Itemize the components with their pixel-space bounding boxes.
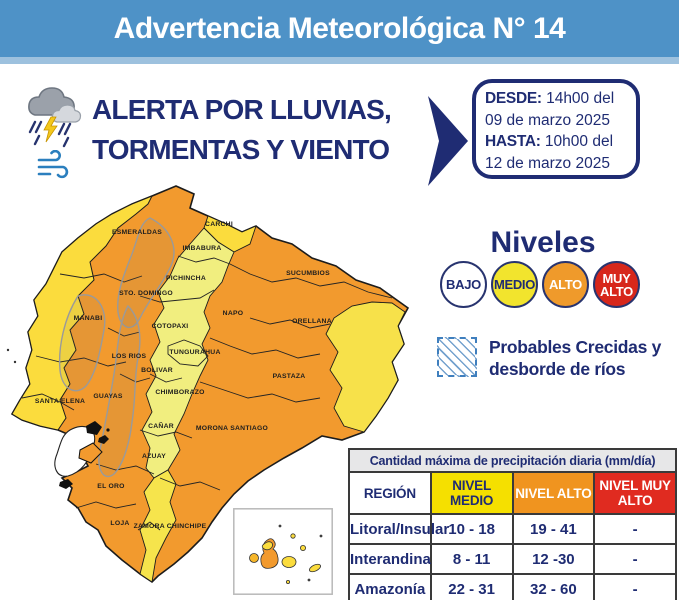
level-badge-medio: MEDIO bbox=[491, 261, 538, 308]
cell-interandina-alto: 12 -30 bbox=[511, 543, 596, 575]
table-row-interandina: Interandina 8 - 11 12 -30- bbox=[348, 543, 677, 575]
galapagos-islands bbox=[249, 524, 323, 585]
table-row-amazon-a: Amazonía 22 - 31 32 - 60- bbox=[348, 573, 677, 600]
column-header-nivel-alto: NIVEL ALTO bbox=[511, 471, 596, 515]
flood-hatch-swatch bbox=[437, 337, 477, 377]
province-label-orellana: ORELLANA bbox=[292, 318, 332, 325]
validity-desde: DESDE: 14h00 del 09 de marzo 2025 bbox=[485, 88, 627, 131]
province-labels: ESMERALDAS CARCHI IMBABURA PICHINCHA STO. DO… bbox=[35, 221, 332, 530]
levels-row: BAJO MEDIO ALTO MUY ALTO bbox=[440, 261, 640, 308]
province-label-cotopaxi: COTOPAXI bbox=[152, 323, 189, 330]
alert-headline-line1: ALERTA POR LLUVIAS, bbox=[92, 94, 392, 125]
map-zamora-yellow bbox=[139, 469, 177, 583]
province-label-el-oro: EL ORO bbox=[97, 483, 124, 490]
province-label-azuay: AZUAY bbox=[142, 453, 166, 460]
rain-lines bbox=[28, 120, 72, 148]
province-label-morona-santiago: MORONA SANTIAGO bbox=[196, 425, 268, 432]
province-label-esmeraldas: ESMERALDAS bbox=[112, 229, 162, 236]
province-label-napo: NAPO bbox=[223, 310, 244, 317]
province-label-sto-domingo: STO. DOMINGO bbox=[119, 290, 173, 297]
table-row-litoral-insular: Litoral/Insular 10 - 18 19 - 41- bbox=[348, 513, 677, 545]
offshore-dots bbox=[6, 348, 17, 364]
cell-amazon-a-alto: 32 - 60 bbox=[511, 573, 596, 600]
cell-litoral-insular-muy-alto: - bbox=[593, 513, 677, 545]
level-badge-alto: ALTO bbox=[542, 261, 589, 308]
level-badge-muy-alto: MUY ALTO bbox=[593, 261, 640, 308]
province-label-manabi: MANABI bbox=[74, 315, 103, 322]
desde-label: DESDE: bbox=[485, 90, 542, 107]
flood-label: Probables Crecidas y desborde de ríos bbox=[489, 337, 661, 379]
map-east-yellow bbox=[325, 301, 406, 433]
province-label-bolivar: BOLIVAR bbox=[141, 367, 173, 374]
galapagos-inset bbox=[233, 508, 333, 595]
table-body: Litoral/Insular 10 - 18 19 - 41- Interandin… bbox=[348, 513, 677, 600]
alert-headline-line2: TORMENTAS Y VIENTO bbox=[92, 134, 390, 165]
cell-interandina-muy-alto: - bbox=[593, 543, 677, 575]
cell-litoral-insular-alto: 19 - 41 bbox=[511, 513, 596, 545]
ecuador-alert-map: ESMERALDAS CARCHI IMBABURA PICHINCHA STO. DO… bbox=[6, 185, 410, 584]
cell-interandina-region: Interandina bbox=[348, 543, 432, 575]
page-title: Advertencia Meteorológica N° 14 bbox=[113, 11, 566, 45]
flood-zones bbox=[58, 217, 175, 478]
column-header-nivel-muy-alto: NIVEL MUY ALTO bbox=[593, 471, 677, 515]
province-label-zamora-chinchipe: ZAMORA CHINCHIPE bbox=[134, 523, 207, 530]
hasta-label: HASTA: bbox=[485, 133, 541, 150]
province-label-santa-elena: SANTA ELENA bbox=[35, 398, 85, 405]
cell-amazon-a-region: Amazonía bbox=[348, 573, 432, 600]
validity-hasta: HASTA: 10h00 del 12 de marzo 2025 bbox=[485, 131, 627, 174]
table-header-row: REGIÓN NIVEL MEDIO NIVEL ALTO NIVEL MUY ALT… bbox=[348, 471, 677, 515]
arrow-right-icon bbox=[428, 96, 468, 186]
precipitation-table: Cantidad máxima de precipitación diaria … bbox=[348, 448, 677, 600]
province-label-los-rios: LOS RIOS bbox=[112, 353, 147, 360]
validity-box: DESDE: 14h00 del 09 de marzo 2025 HASTA:… bbox=[472, 79, 640, 179]
gulf-islands bbox=[59, 421, 110, 489]
province-label-tungurahua: TUNGURAHUA bbox=[169, 349, 220, 356]
province-label-carchi: CARCHI bbox=[205, 221, 233, 228]
cell-amazon-a-medio: 22 - 31 bbox=[429, 573, 514, 600]
cell-litoral-insular-region: Litoral/Insular bbox=[348, 513, 449, 545]
cell-litoral-insular-medio: 10 - 18 bbox=[429, 513, 514, 545]
desde-value: 14h00 del 09 de marzo 2025 bbox=[485, 90, 615, 129]
column-header-regi-n: REGIÓN bbox=[348, 471, 432, 515]
alert-headline: ALERTA POR LLUVIAS, TORMENTAS Y VIENTO bbox=[92, 90, 437, 170]
hasta-value: 10h00 del 12 de marzo 2025 bbox=[485, 133, 614, 172]
puna-island bbox=[78, 442, 103, 464]
cell-interandina-medio: 8 - 11 bbox=[429, 543, 514, 575]
wind-icon bbox=[37, 150, 69, 179]
table-title: Cantidad máxima de precipitación diaria … bbox=[348, 448, 677, 473]
map-coast-yellow bbox=[11, 195, 154, 431]
header-bar: Advertencia Meteorológica N° 14 bbox=[0, 0, 679, 64]
level-badge-bajo: BAJO bbox=[440, 261, 487, 308]
province-label-chimborazo: CHIMBORAZO bbox=[155, 389, 204, 396]
province-label-imbabura: IMBABURA bbox=[182, 245, 221, 252]
levels-title: Niveles bbox=[490, 226, 596, 259]
province-label-guayas: GUAYAS bbox=[93, 393, 123, 400]
cell-amazon-a-muy-alto: - bbox=[593, 573, 677, 600]
province-label-sucumbios: SUCUMBIOS bbox=[286, 270, 330, 277]
province-label-loja: LOJA bbox=[110, 520, 129, 527]
province-label-ca-ar: CAÑAR bbox=[148, 421, 174, 430]
province-label-pichincha: PICHINCHA bbox=[166, 275, 206, 282]
storm-cloud-lightning-icon bbox=[28, 87, 82, 148]
column-header-nivel-medio: NIVEL MEDIO bbox=[429, 471, 514, 515]
province-label-pastaza: PASTAZA bbox=[273, 373, 306, 380]
